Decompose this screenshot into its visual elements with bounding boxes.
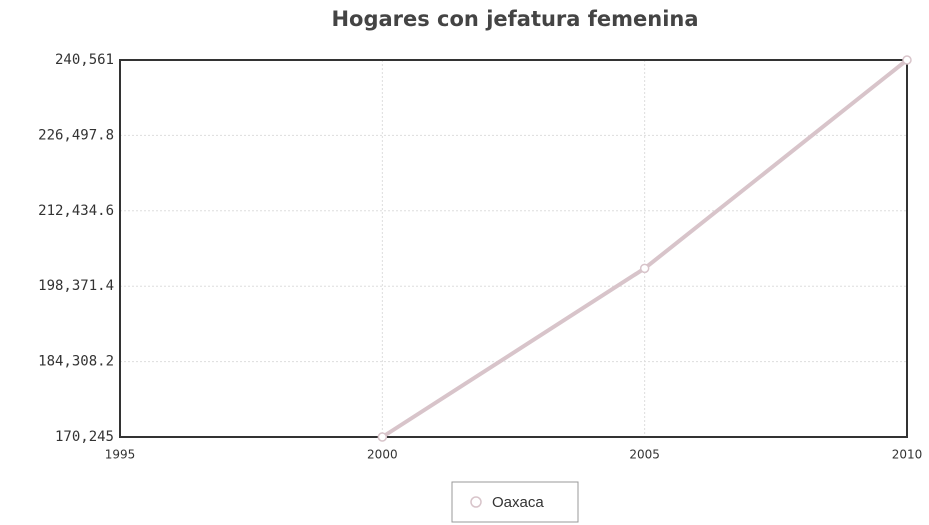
legend-marker xyxy=(470,496,482,508)
plot-area xyxy=(120,60,907,437)
x-tick-label: 2010 xyxy=(892,448,923,462)
chart-title: Hogares con jefatura femenina xyxy=(331,7,698,31)
y-tick-label: 198,371.4 xyxy=(38,278,114,294)
point xyxy=(639,263,650,274)
legend-label: Oaxaca xyxy=(492,494,544,511)
y-tick-label: 226,497.8 xyxy=(38,127,114,143)
x-tick-label: 1995 xyxy=(105,448,136,462)
plot-border xyxy=(119,59,908,438)
y-tick-label: 212,434.6 xyxy=(38,203,114,219)
y-tick-label: 240,561 xyxy=(55,52,114,68)
y-tick-label: 184,308.2 xyxy=(38,354,114,370)
y-tick-label: 170,245 xyxy=(55,429,114,445)
point xyxy=(377,432,388,442)
x-tick-label: 2000 xyxy=(367,448,398,462)
point xyxy=(902,55,912,65)
x-tick-label: 2005 xyxy=(629,448,660,462)
